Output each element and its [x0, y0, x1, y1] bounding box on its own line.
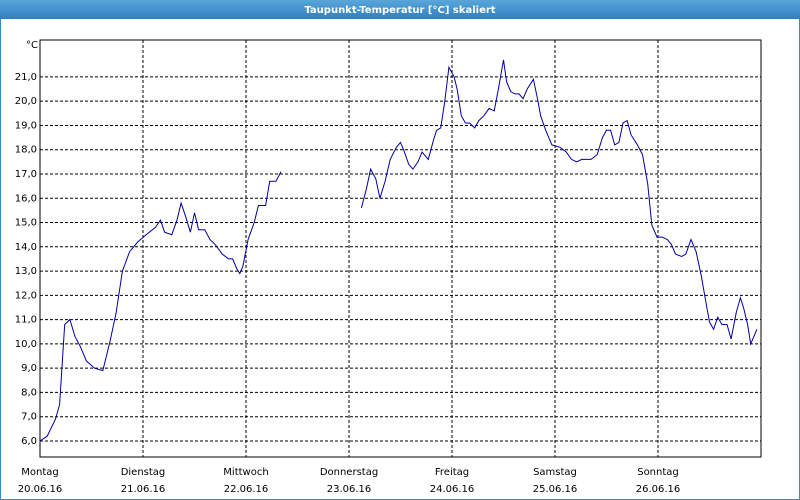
y-tick-label: 16,0	[15, 193, 37, 204]
y-tick-label: 11,0	[15, 315, 37, 326]
y-unit: °C	[26, 40, 38, 51]
y-tick-label: 17,0	[15, 169, 37, 180]
plot-frame	[39, 39, 762, 458]
x-tick-label: Dienstag	[121, 467, 166, 478]
chart-title: Taupunkt-Temperatur [°C] skaliert	[304, 5, 495, 16]
y-tick-label: 14,0	[15, 242, 37, 253]
x-tick-date: 22.06.16	[224, 484, 269, 495]
y-tick-label: 21,0	[15, 72, 37, 83]
x-tick-label: Mittwoch	[223, 467, 268, 478]
x-tick-label: Samstag	[533, 467, 577, 478]
y-tick-label: 8,0	[21, 387, 37, 398]
y-tick-label: 13,0	[15, 266, 37, 277]
x-tick-label: Montag	[21, 467, 58, 478]
x-tick-date: 26.06.16	[636, 484, 681, 495]
x-tick-label: Freitag	[435, 467, 469, 478]
x-tick-date: 24.06.16	[430, 484, 475, 495]
y-tick-label: 10,0	[15, 339, 37, 350]
x-tick-date: 23.06.16	[327, 484, 372, 495]
y-tick-label: 19,0	[15, 120, 37, 131]
y-tick-label: 18,0	[15, 145, 37, 156]
y-tick-label: 7,0	[21, 412, 37, 423]
y-tick-label: 20,0	[15, 96, 37, 107]
x-tick-label: Sonntag	[637, 467, 679, 478]
x-tick-date: 20.06.16	[18, 484, 63, 495]
data-line	[39, 59, 758, 442]
y-tick-label: 12,0	[15, 290, 37, 301]
y-tick-label: 15,0	[15, 218, 37, 229]
x-tick-date: 25.06.16	[533, 484, 578, 495]
y-tick-label: 6,0	[21, 436, 37, 447]
title-bar	[0, 0, 800, 19]
x-tick-label: Donnerstag	[320, 467, 378, 478]
y-tick-label: 9,0	[21, 363, 37, 374]
x-tick-date: 21.06.16	[121, 484, 166, 495]
